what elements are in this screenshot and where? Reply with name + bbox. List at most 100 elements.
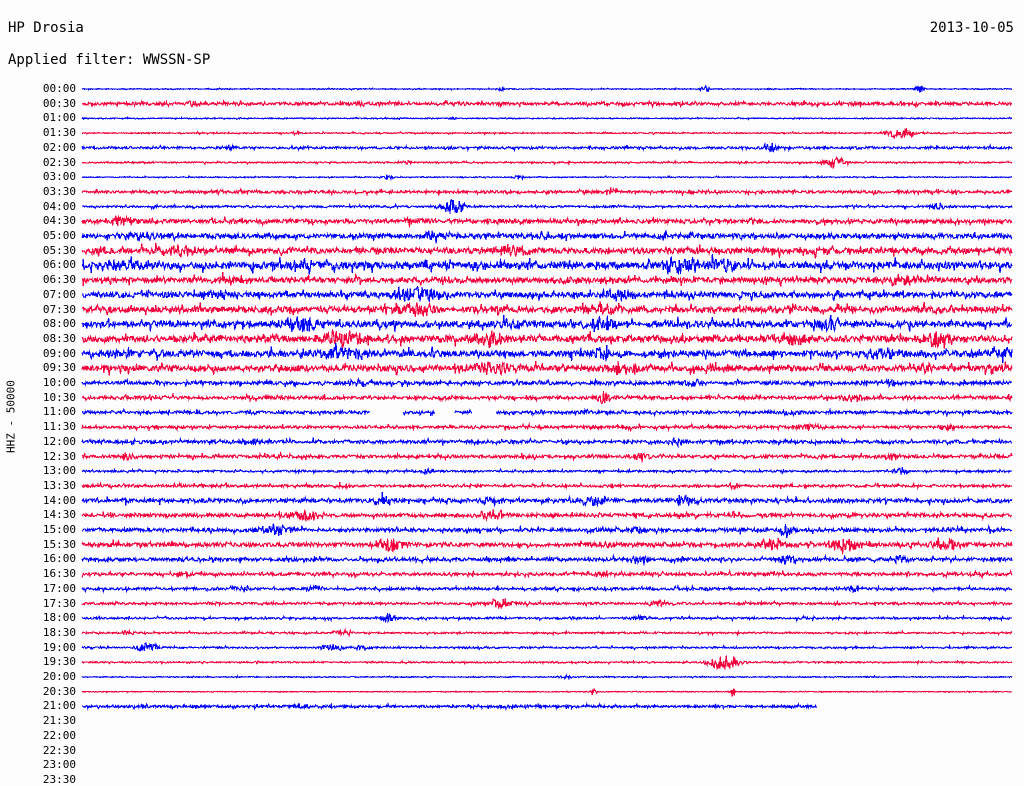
- time-tick-label: 19:00: [42, 640, 76, 654]
- time-tick-label: 15:30: [42, 537, 76, 551]
- time-tick-label: 18:00: [42, 611, 76, 625]
- trace-row: [81, 655, 1013, 671]
- trace-row: [81, 84, 1012, 93]
- time-tick-label: 04:00: [42, 199, 76, 213]
- trace-row: [81, 421, 1013, 433]
- time-tick-label: 01:30: [42, 126, 76, 140]
- trace-row: [81, 174, 1013, 182]
- trace-row: [81, 243, 1013, 259]
- time-tick-label: 19:30: [42, 655, 76, 669]
- time-tick-label: 00:00: [42, 82, 76, 95]
- time-tick-label: 14:30: [42, 508, 76, 522]
- time-tick-label: 06:30: [42, 273, 76, 287]
- trace-row: [454, 408, 473, 416]
- time-tick-label: 17:30: [42, 596, 76, 610]
- time-tick-label: 22:30: [42, 743, 76, 757]
- time-tick-label: 20:30: [42, 684, 76, 698]
- time-tick-label: 14:00: [42, 493, 76, 507]
- time-tick-label: 01:00: [42, 111, 76, 125]
- trace-row: [81, 612, 1013, 624]
- time-tick-label: 23:30: [42, 772, 76, 786]
- time-tick-label: 07:30: [42, 302, 76, 316]
- trace-row: [81, 687, 1013, 697]
- trace-row: [81, 360, 1013, 377]
- trace-row: [81, 142, 1013, 153]
- trace-row: [82, 285, 1013, 303]
- time-tick-label: 09:00: [42, 346, 76, 360]
- time-tick-label: 05:00: [42, 229, 76, 242]
- time-tick-label: 05:30: [42, 243, 76, 257]
- applied-filter-label: Applied filter: WWSSN-SP: [8, 52, 211, 68]
- time-tick-label: 15:00: [42, 523, 76, 536]
- trace-row: [81, 155, 1013, 169]
- time-tick-label: 12:00: [42, 434, 76, 448]
- time-tick-label: 11:30: [42, 420, 76, 434]
- time-tick-label: 07:00: [42, 287, 76, 301]
- time-tick-label: 21:00: [42, 699, 76, 713]
- time-tick-label: 06:00: [42, 258, 76, 272]
- trace-row: [81, 673, 1013, 681]
- trace-row: [82, 301, 1013, 317]
- time-tick-label: 09:30: [42, 361, 76, 375]
- time-tick-label: 13:30: [42, 478, 76, 492]
- trace-row: [81, 198, 1013, 214]
- time-tick-label: 08:00: [42, 317, 76, 331]
- time-tick-label: 23:00: [42, 758, 76, 772]
- time-tick-label: 22:00: [42, 728, 76, 742]
- trace-row: [81, 128, 1012, 140]
- trace-row: [81, 314, 1013, 333]
- time-tick-label: 02:30: [42, 155, 76, 169]
- time-tick-label: 16:00: [42, 552, 76, 566]
- trace-row: [81, 377, 1012, 389]
- time-tick-label: 03:00: [42, 170, 76, 184]
- trace-row: [81, 481, 1013, 491]
- trace-row: [81, 491, 1013, 508]
- trace-row: [81, 230, 1013, 244]
- time-tick-label: 21:30: [42, 714, 76, 728]
- trace-row: [81, 215, 1013, 228]
- trace-row: [81, 342, 1013, 364]
- trace-row: [81, 583, 1013, 594]
- time-tick-label: 04:30: [42, 214, 76, 228]
- trace-row: [81, 467, 1013, 476]
- trace-row: [81, 436, 1012, 449]
- trace-row: [81, 253, 1013, 275]
- trace-row: [402, 409, 436, 417]
- time-tick-label: 00:30: [42, 96, 76, 110]
- trace-row: [81, 98, 1013, 109]
- time-tick-label: 11:00: [42, 405, 76, 419]
- time-tick-label: 03:30: [42, 184, 76, 198]
- trace-canvas: [81, 84, 1013, 711]
- trace-row: [81, 537, 1013, 555]
- time-tick-label: 16:30: [42, 567, 76, 581]
- trace-row: [81, 627, 1013, 638]
- time-tick-label: 10:00: [42, 376, 76, 389]
- trace-row: [81, 553, 1013, 566]
- time-tick-label: 08:30: [42, 331, 76, 345]
- trace-row: [81, 450, 1013, 463]
- time-tick-label: 12:30: [42, 449, 76, 463]
- time-tick-label: 02:00: [42, 140, 76, 154]
- page-title: HP Drosia: [8, 20, 84, 36]
- helicorder-plot: 00:00 00:30 01:00 01:30 02:00 02:30 03:00 03:30…: [0, 80, 1024, 785]
- trace-row: [81, 115, 1013, 121]
- trace-row: [81, 187, 1013, 197]
- trace-row: [81, 598, 1013, 610]
- time-tick-label: 10:30: [42, 390, 76, 404]
- record-date: 2013-10-05: [929, 20, 1014, 36]
- trace-row: [81, 642, 1013, 653]
- trace-row: [82, 390, 1013, 404]
- trace-row: [81, 328, 1013, 349]
- time-tick-label: 20:00: [42, 670, 76, 683]
- time-tick-label: 17:00: [42, 581, 76, 595]
- time-tick-label: 13:00: [42, 464, 76, 478]
- trace-row: [82, 407, 371, 417]
- time-tick-label: 18:30: [42, 625, 76, 639]
- trace-row: [81, 569, 1013, 580]
- trace-row: [81, 508, 1013, 522]
- trace-row: [81, 522, 1013, 538]
- trace-row: [82, 701, 817, 711]
- trace-row: [81, 272, 1013, 288]
- trace-row: [495, 407, 1013, 418]
